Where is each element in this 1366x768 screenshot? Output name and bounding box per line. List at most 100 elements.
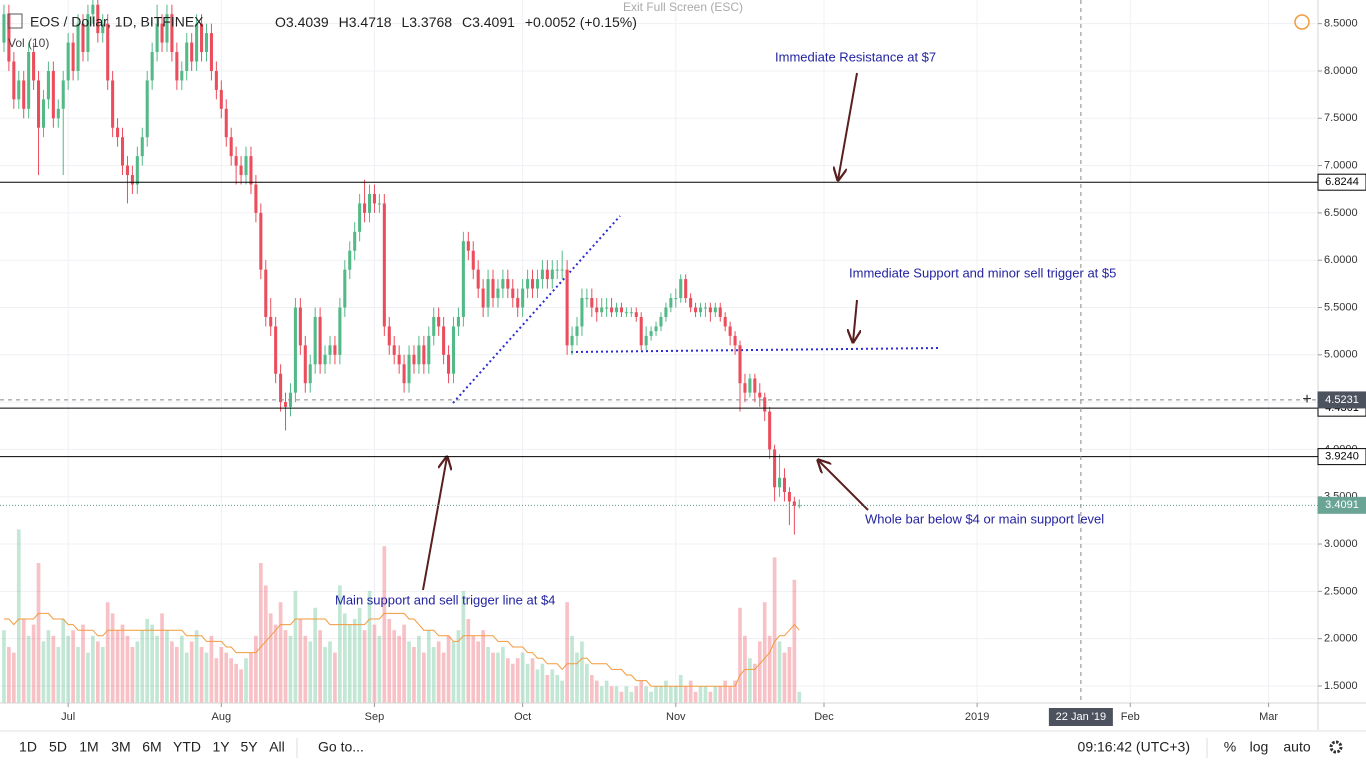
volume-bar	[184, 652, 189, 703]
candle-body	[605, 307, 609, 309]
volume-bar	[792, 579, 797, 703]
volume-bar	[441, 652, 446, 703]
exit-fullscreen[interactable]: Exit Full Screen (ESC)	[623, 0, 743, 14]
volume-bar	[471, 635, 476, 703]
annotation: Main support and sell trigger line at $4	[335, 592, 555, 607]
candle-body	[17, 80, 21, 100]
ohlc-values: O3.4039 H3.4718 L3.3768 C3.4091 +0.0052 …	[275, 14, 637, 30]
volume-bar	[229, 658, 234, 703]
volume-bar	[466, 619, 471, 703]
range-button[interactable]: 3M	[111, 739, 130, 755]
volume-bar	[352, 619, 357, 703]
candle-body	[61, 80, 65, 109]
volume-bar	[708, 691, 713, 703]
crosshair-plus[interactable]: +	[1302, 391, 1311, 408]
range-button[interactable]: YTD	[173, 739, 201, 755]
range-button[interactable]: 5D	[49, 739, 67, 755]
candle-body	[723, 316, 727, 327]
volume-bar	[313, 607, 318, 703]
volume-bar	[268, 613, 273, 703]
price-label-box	[1317, 173, 1366, 191]
candle-body	[694, 307, 698, 313]
volume-bar	[733, 680, 737, 703]
range-button[interactable]: All	[269, 739, 285, 755]
candle-body	[382, 203, 386, 327]
candle-body	[313, 316, 317, 365]
candle-body	[66, 42, 70, 81]
volume-bar	[713, 686, 718, 703]
goto-button[interactable]: Go to...	[318, 739, 364, 755]
volume-bar	[46, 630, 51, 703]
candle-body	[120, 137, 125, 166]
candle-body	[481, 288, 485, 308]
candle-body	[610, 307, 614, 313]
range-button[interactable]: 6M	[142, 739, 161, 755]
x-tick-label: Dec	[814, 711, 834, 723]
y-tick-label: 7.0000	[1324, 159, 1358, 171]
candle-body	[797, 505, 801, 507]
candle-body	[298, 307, 302, 346]
candle-body	[170, 14, 174, 53]
volume-bar	[239, 669, 243, 703]
candle-body	[81, 23, 85, 53]
candle-body	[328, 345, 332, 355]
y-tick-label: 5.0000	[1324, 349, 1358, 361]
volume-bar	[110, 613, 115, 703]
volume-bar	[234, 663, 238, 703]
range-button[interactable]: 5Y	[240, 739, 258, 755]
candle-body	[367, 193, 372, 213]
candle-body	[185, 42, 189, 71]
volume-bar	[130, 647, 135, 703]
volume-bar	[392, 630, 397, 703]
percent-toggle[interactable]: %	[1224, 739, 1236, 755]
volume-bar	[357, 607, 362, 703]
volume-bar	[283, 630, 288, 703]
auto-toggle[interactable]: auto	[1283, 739, 1310, 755]
candle-body	[200, 23, 204, 53]
volume-bar	[476, 641, 481, 703]
candle-body	[506, 279, 510, 289]
candle-body	[570, 335, 574, 346]
candle-body	[491, 279, 495, 299]
candle-body	[456, 316, 460, 327]
volume-bar	[510, 663, 515, 703]
volume-bar	[155, 635, 159, 703]
volume-bar	[254, 635, 258, 703]
candle-body	[516, 298, 520, 308]
range-button[interactable]: 1Y	[212, 739, 230, 755]
volume-bar	[486, 647, 490, 703]
volume-bar	[61, 619, 66, 703]
candle-body	[274, 326, 278, 374]
candle-body	[447, 354, 451, 374]
volume-bar	[120, 624, 125, 703]
volume-bar	[683, 686, 688, 703]
range-button[interactable]: 1M	[79, 739, 98, 755]
candle-body	[451, 326, 456, 374]
volume-bar	[91, 635, 95, 703]
volume-bar	[318, 630, 322, 703]
candle-body	[32, 52, 36, 81]
candle-body	[338, 307, 342, 355]
arrow	[838, 72, 858, 180]
candle-body	[728, 326, 732, 336]
symbol-title[interactable]: EOS / Dollar, 1D, BITFINEX	[30, 14, 204, 30]
log-toggle[interactable]: log	[1250, 739, 1269, 755]
settings-icon[interactable]	[1329, 740, 1343, 754]
volume-bar	[787, 647, 792, 703]
ohlc-high: 3.4718	[349, 14, 392, 30]
volume-bar	[298, 619, 303, 703]
candle-body	[427, 335, 431, 365]
volume-bar	[782, 652, 787, 703]
ohlc-prefix: C	[462, 14, 472, 30]
volume-bar	[456, 630, 461, 703]
candle-body	[135, 156, 139, 185]
candle-body	[303, 345, 307, 384]
range-button[interactable]: 1D	[19, 739, 37, 755]
alert-icon[interactable]	[1294, 14, 1310, 30]
x-tick-label: Sep	[365, 711, 385, 723]
candle-body	[501, 279, 505, 289]
y-tick-label: 5.5000	[1324, 301, 1358, 313]
candle-body	[560, 269, 564, 271]
volume-label: Vol (10)	[8, 36, 49, 50]
